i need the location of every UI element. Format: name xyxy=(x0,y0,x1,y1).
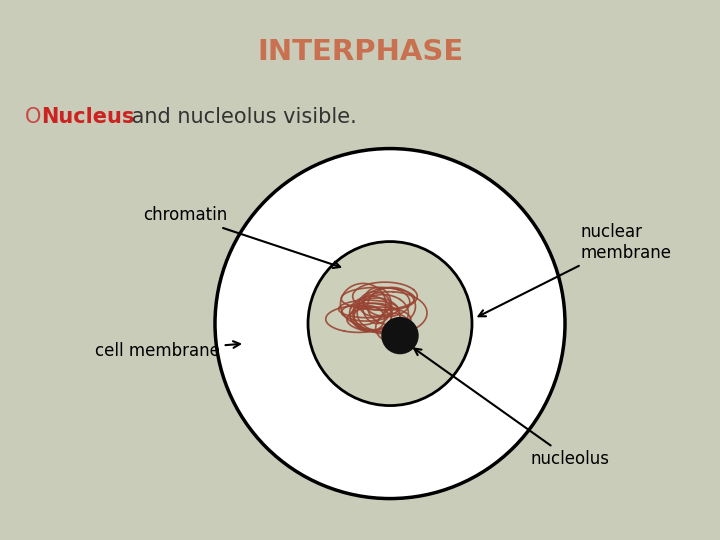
Text: nucleolus: nucleolus xyxy=(414,348,609,468)
Circle shape xyxy=(215,148,565,498)
Text: and nucleolus visible.: and nucleolus visible. xyxy=(125,107,356,127)
Text: INTERPHASE: INTERPHASE xyxy=(257,38,463,66)
Text: cell membrane: cell membrane xyxy=(95,341,240,360)
Text: nuclear
membrane: nuclear membrane xyxy=(479,223,671,316)
Circle shape xyxy=(382,318,418,354)
Ellipse shape xyxy=(308,241,472,406)
Text: chromatin: chromatin xyxy=(143,206,340,268)
Text: O: O xyxy=(25,107,41,127)
Text: Nucleus: Nucleus xyxy=(41,107,135,127)
